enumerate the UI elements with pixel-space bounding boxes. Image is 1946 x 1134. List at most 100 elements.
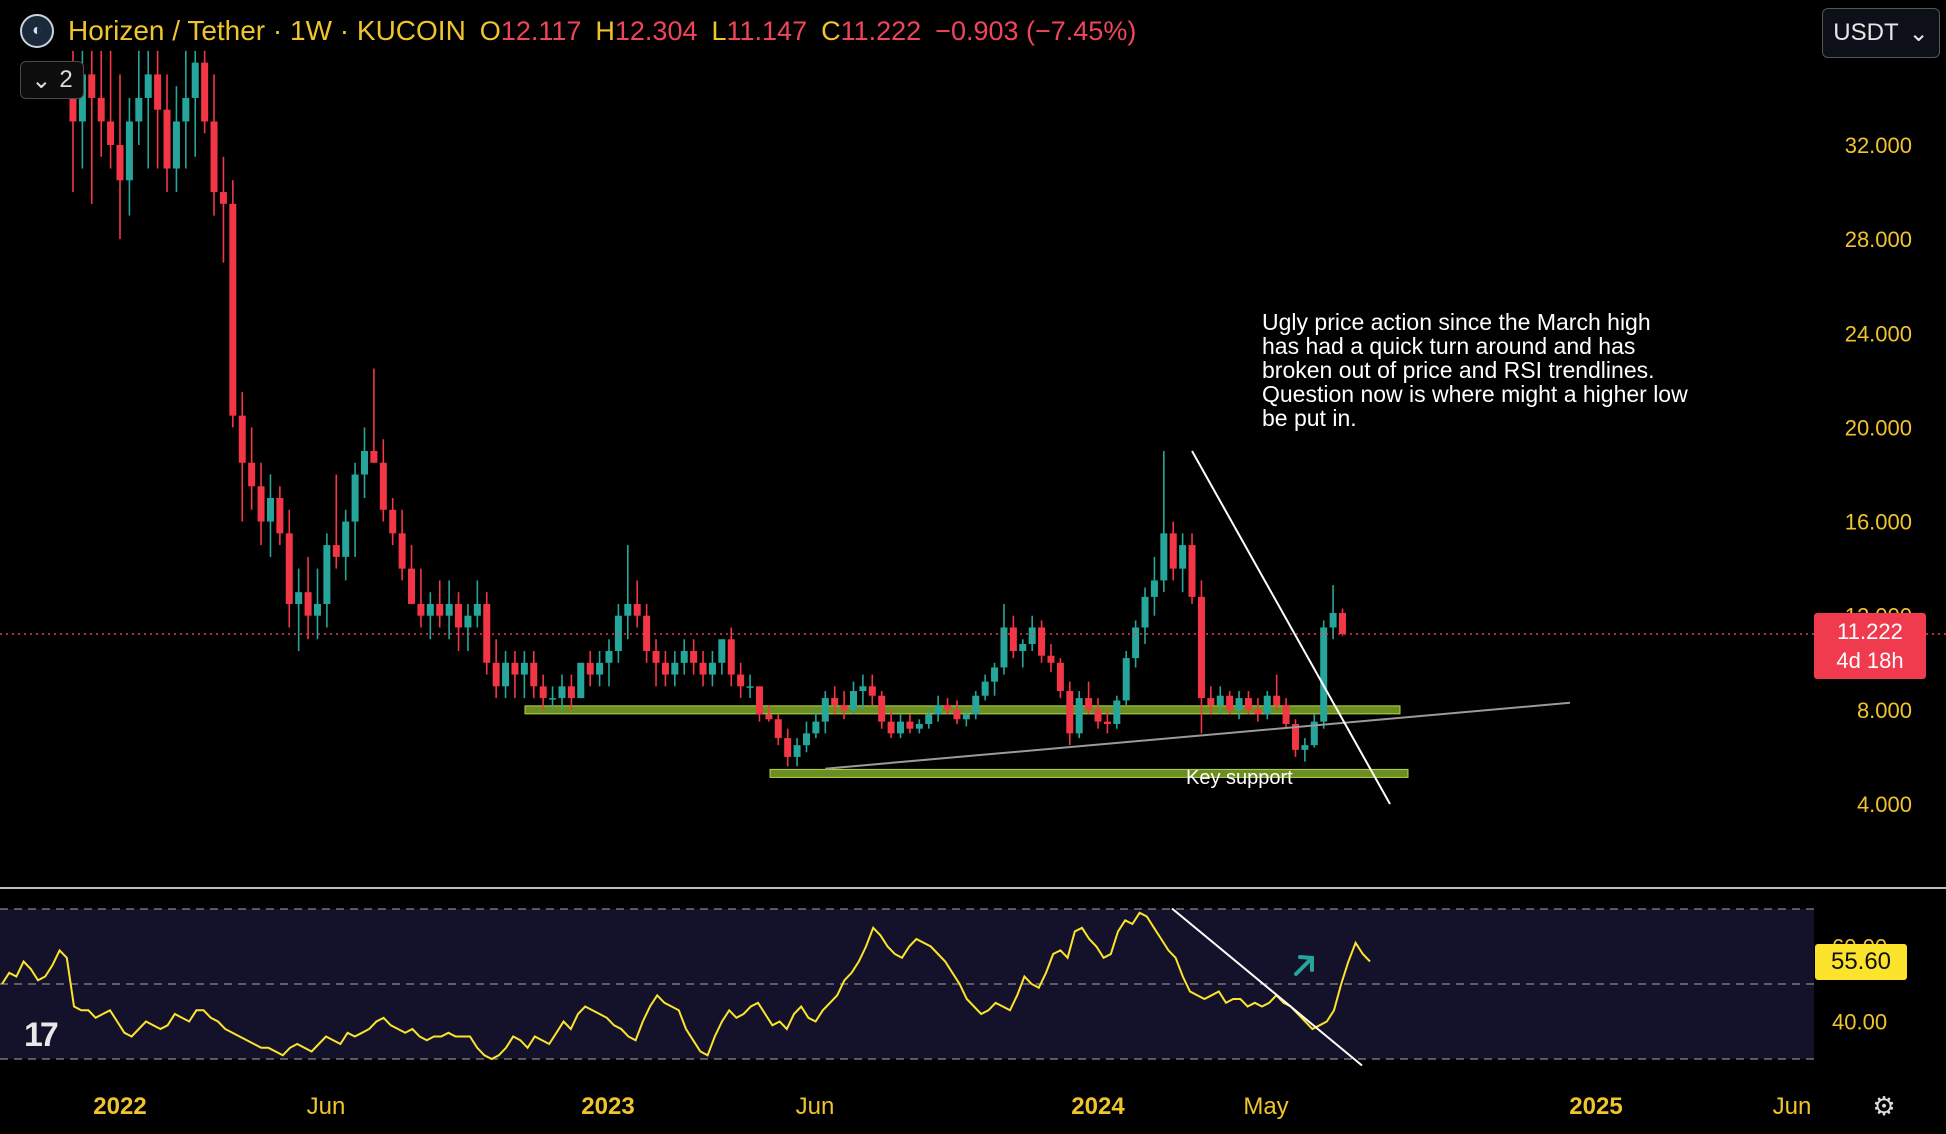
close-label: C xyxy=(821,15,841,46)
candle-body xyxy=(1094,709,1102,722)
candle-body xyxy=(661,662,669,675)
rsi-trendline xyxy=(1171,907,1363,1067)
candle-body xyxy=(1254,709,1262,715)
candle-body xyxy=(981,681,989,696)
candle-body xyxy=(1019,643,1027,652)
candle-body xyxy=(1339,612,1346,635)
candle-body xyxy=(520,662,528,675)
candle-body xyxy=(1207,698,1215,706)
currency-selector[interactable]: USDT ⌄ xyxy=(1822,8,1940,58)
candle-body xyxy=(313,603,321,616)
symbol-header: ◐ Horizen / Tether · 1W · KUCOIN O12.117… xyxy=(20,14,1136,48)
indicator-collapse-button[interactable]: ⌄ 2 xyxy=(20,61,84,99)
candle-body xyxy=(906,721,914,729)
candle-body xyxy=(116,145,124,181)
candle-body xyxy=(690,651,698,663)
time-tick-label: Jun xyxy=(307,1093,346,1120)
time-axis: 2022 Jun 2023 Jun 2024 May 2025 Jun xyxy=(93,1093,1811,1120)
candle-body xyxy=(107,121,115,145)
candle-body xyxy=(577,662,585,699)
candle-body xyxy=(1329,612,1337,628)
candle-body xyxy=(492,662,500,687)
gear-icon[interactable]: ⚙ xyxy=(1872,1091,1896,1121)
candle-body xyxy=(944,705,952,710)
candle-body xyxy=(210,121,218,193)
time-tick-label: Jun xyxy=(796,1093,835,1120)
candle-body xyxy=(727,639,735,675)
horizen-logo-icon: ◐ xyxy=(20,14,54,48)
candle-body xyxy=(840,705,848,710)
time-tick-label: 2024 xyxy=(1071,1093,1125,1120)
candle-body xyxy=(1085,698,1093,710)
candle-body xyxy=(1056,662,1064,692)
bar-countdown: 4d 18h xyxy=(1836,648,1904,673)
candle-body xyxy=(1028,627,1036,644)
candle-body xyxy=(125,121,133,181)
candle-body xyxy=(323,545,331,604)
rsi-tick-label: 40.00 xyxy=(1832,1010,1887,1035)
candle-body xyxy=(1188,545,1196,597)
price-tick-label: 32.000 xyxy=(1845,133,1912,158)
candle-body xyxy=(746,686,754,688)
candle-body xyxy=(652,651,660,663)
candle-body xyxy=(1009,627,1017,652)
candle-body xyxy=(887,721,895,734)
last-price-tag: 11.222 4d 18h xyxy=(1814,613,1926,679)
candle-body xyxy=(389,509,397,534)
candle-body xyxy=(1169,533,1177,569)
price-tick-label: 8.000 xyxy=(1857,698,1912,723)
candle-body xyxy=(238,415,246,463)
candle-body xyxy=(868,686,876,696)
candle-body xyxy=(1263,695,1271,715)
symbol-title[interactable]: Horizen / Tether · 1W · KUCOIN xyxy=(68,15,466,46)
price-tick-label: 28.000 xyxy=(1845,227,1912,252)
candle-body xyxy=(953,709,961,720)
candle-body xyxy=(897,721,905,734)
candle-body xyxy=(991,667,999,682)
candle-body xyxy=(248,462,256,487)
candle-body xyxy=(1291,723,1299,750)
indicator-count: 2 xyxy=(59,66,73,93)
arrow-up-icon xyxy=(1294,955,1314,976)
candle-body xyxy=(624,603,632,616)
candle-body xyxy=(78,74,86,122)
open-value: 12.117 xyxy=(500,15,582,46)
candle-body xyxy=(934,705,942,715)
price-tick-label: 4.000 xyxy=(1857,792,1912,817)
candle-body xyxy=(784,738,792,757)
price-axis: 4.0008.00012.00016.00020.00024.00028.000… xyxy=(1845,133,1912,817)
time-tick-label: 2022 xyxy=(93,1093,146,1120)
candle-body xyxy=(473,603,481,616)
candle-body xyxy=(1000,627,1008,668)
rsi-band xyxy=(0,909,1814,1059)
candle-body xyxy=(266,498,274,522)
support-zone xyxy=(769,768,1409,778)
candle-body xyxy=(812,721,820,734)
candle-body xyxy=(1235,698,1243,710)
high-value: 12.304 xyxy=(614,15,698,46)
candle-body xyxy=(633,603,641,616)
tradingview-logo-icon[interactable]: 17 xyxy=(24,1016,59,1054)
candle-body xyxy=(859,686,867,692)
candle-body xyxy=(802,733,810,746)
candle-body xyxy=(831,698,839,706)
candle-body xyxy=(511,662,519,675)
candle-body xyxy=(1075,698,1083,734)
candle-body xyxy=(426,603,434,616)
support-zone xyxy=(524,705,1401,715)
candle-body xyxy=(925,714,933,724)
candle-body xyxy=(1216,695,1224,706)
price-tick-label: 24.000 xyxy=(1845,321,1912,346)
chevron-down-icon: ⌄ xyxy=(31,66,52,94)
candle-body xyxy=(718,639,726,663)
candle-body xyxy=(1226,695,1234,710)
analysis-note: Ugly price action since the March high h… xyxy=(1262,309,1688,431)
candle-body xyxy=(361,450,368,475)
low-value: 11.147 xyxy=(726,15,808,46)
rsi-line xyxy=(1,911,1371,1061)
candle-body xyxy=(1122,658,1130,701)
candle-body xyxy=(1113,700,1121,724)
candle-body xyxy=(765,714,773,720)
candle-body xyxy=(962,714,970,720)
